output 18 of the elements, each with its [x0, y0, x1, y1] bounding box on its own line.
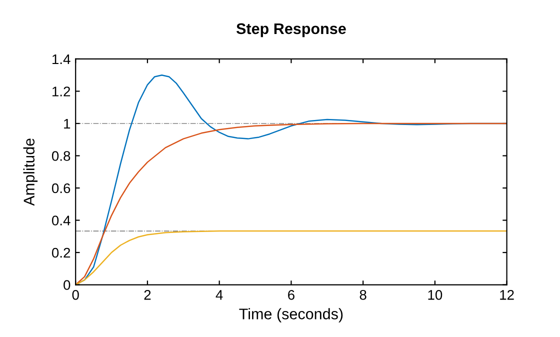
y-tick-label: 0: [64, 280, 70, 290]
chart-title: Step Response: [236, 23, 346, 38]
x-tick-label: 8: [360, 290, 366, 300]
x-tick-label: 2: [144, 290, 151, 300]
y-tick-label: 0.4: [52, 216, 70, 226]
y-tick-label: 0.2: [52, 248, 70, 258]
y-axis-title: Amplitude: [23, 138, 38, 206]
x-tick-label: 4: [216, 290, 223, 300]
y-tick-label: 1.4: [52, 54, 70, 64]
y-tick-label: 1: [64, 118, 70, 129]
y-tick-label: 1.2: [52, 86, 70, 96]
y-tick-label: 0.8: [52, 151, 70, 161]
x-tick-label: 10: [428, 290, 442, 300]
x-axis-title: Time (seconds): [239, 308, 343, 322]
x-tick-label: 0: [72, 290, 79, 300]
x-tick-label: 12: [500, 290, 514, 300]
x-tick-label: 6: [288, 290, 294, 300]
y-tick-label: 0.6: [52, 183, 70, 194]
